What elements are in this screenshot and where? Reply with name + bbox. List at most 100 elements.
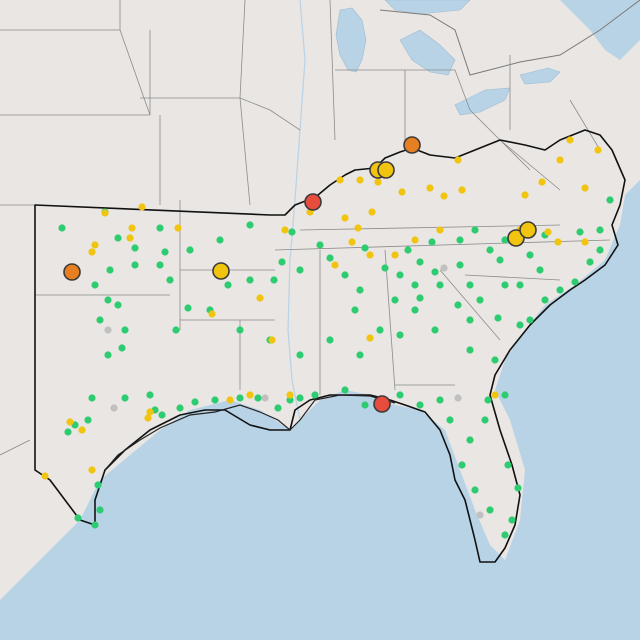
yellow-marker-north-carolina-2[interactable] — [519, 221, 537, 239]
green-station-dot[interactable] — [88, 394, 96, 402]
green-station-dot[interactable] — [131, 244, 139, 252]
yellow-station-dot[interactable] — [88, 248, 96, 256]
green-station-dot[interactable] — [504, 461, 512, 469]
yellow-station-dot[interactable] — [544, 228, 552, 236]
gray-station-dot[interactable] — [476, 511, 484, 519]
green-station-dot[interactable] — [121, 394, 129, 402]
yellow-station-dot[interactable] — [521, 191, 529, 199]
yellow-station-dot[interactable] — [440, 192, 448, 200]
yellow-marker-north-carolina-1[interactable] — [507, 229, 525, 247]
green-station-dot[interactable] — [356, 351, 364, 359]
green-station-dot[interactable] — [58, 224, 66, 232]
green-station-dot[interactable] — [471, 486, 479, 494]
green-station-dot[interactable] — [466, 436, 474, 444]
yellow-marker-kentucky-2[interactable] — [377, 161, 395, 179]
green-station-dot[interactable] — [156, 261, 164, 269]
green-station-dot[interactable] — [246, 276, 254, 284]
green-station-dot[interactable] — [606, 196, 614, 204]
green-station-dot[interactable] — [456, 261, 464, 269]
green-station-dot[interactable] — [326, 336, 334, 344]
green-station-dot[interactable] — [501, 281, 509, 289]
green-station-dot[interactable] — [158, 411, 166, 419]
yellow-station-dot[interactable] — [91, 241, 99, 249]
yellow-station-dot[interactable] — [426, 184, 434, 192]
green-station-dot[interactable] — [481, 416, 489, 424]
yellow-station-dot[interactable] — [356, 176, 364, 184]
green-station-dot[interactable] — [454, 301, 462, 309]
green-station-dot[interactable] — [496, 256, 504, 264]
yellow-marker-central-oklahoma[interactable] — [212, 262, 230, 280]
yellow-station-dot[interactable] — [348, 238, 356, 246]
yellow-station-dot[interactable] — [398, 188, 406, 196]
green-station-dot[interactable] — [191, 398, 199, 406]
green-station-dot[interactable] — [416, 401, 424, 409]
green-station-dot[interactable] — [391, 296, 399, 304]
green-station-dot[interactable] — [118, 344, 126, 352]
yellow-station-dot[interactable] — [101, 209, 109, 217]
yellow-station-dot[interactable] — [208, 310, 216, 318]
green-station-dot[interactable] — [131, 261, 139, 269]
yellow-station-dot[interactable] — [581, 184, 589, 192]
green-station-dot[interactable] — [286, 396, 294, 404]
green-station-dot[interactable] — [296, 394, 304, 402]
green-station-dot[interactable] — [416, 294, 424, 302]
green-station-dot[interactable] — [381, 264, 389, 272]
green-station-dot[interactable] — [216, 236, 224, 244]
green-station-dot[interactable] — [176, 404, 184, 412]
green-station-dot[interactable] — [224, 281, 232, 289]
green-station-dot[interactable] — [106, 266, 114, 274]
gray-station-dot[interactable] — [261, 394, 269, 402]
yellow-station-dot[interactable] — [126, 234, 134, 242]
green-station-dot[interactable] — [526, 251, 534, 259]
yellow-station-dot[interactable] — [566, 136, 574, 144]
green-station-dot[interactable] — [486, 246, 494, 254]
green-station-dot[interactable] — [246, 221, 254, 229]
green-station-dot[interactable] — [172, 326, 180, 334]
yellow-station-dot[interactable] — [554, 238, 562, 246]
green-station-dot[interactable] — [596, 246, 604, 254]
green-station-dot[interactable] — [514, 484, 522, 492]
green-station-dot[interactable] — [311, 391, 319, 399]
green-station-dot[interactable] — [396, 331, 404, 339]
green-station-dot[interactable] — [146, 391, 154, 399]
yellow-station-dot[interactable] — [538, 178, 546, 186]
green-station-dot[interactable] — [211, 396, 219, 404]
green-station-dot[interactable] — [64, 428, 72, 436]
green-station-dot[interactable] — [526, 316, 534, 324]
green-station-dot[interactable] — [404, 246, 412, 254]
green-station-dot[interactable] — [236, 326, 244, 334]
green-station-dot[interactable] — [341, 271, 349, 279]
yellow-station-dot[interactable] — [354, 224, 362, 232]
red-marker-missouri[interactable] — [304, 193, 322, 211]
green-station-dot[interactable] — [456, 236, 464, 244]
green-station-dot[interactable] — [486, 506, 494, 514]
green-station-dot[interactable] — [94, 481, 102, 489]
green-station-dot[interactable] — [576, 228, 584, 236]
yellow-station-dot[interactable] — [66, 418, 74, 426]
green-station-dot[interactable] — [484, 396, 492, 404]
green-station-dot[interactable] — [236, 394, 244, 402]
green-station-dot[interactable] — [161, 248, 169, 256]
green-station-dot[interactable] — [74, 514, 82, 522]
yellow-station-dot[interactable] — [594, 146, 602, 154]
gray-station-dot[interactable] — [110, 404, 118, 412]
green-station-dot[interactable] — [556, 286, 564, 294]
green-station-dot[interactable] — [501, 236, 509, 244]
gray-station-dot[interactable] — [104, 326, 112, 334]
green-station-dot[interactable] — [104, 351, 112, 359]
yellow-station-dot[interactable] — [366, 334, 374, 342]
green-station-dot[interactable] — [104, 296, 112, 304]
green-station-dot[interactable] — [466, 346, 474, 354]
green-station-dot[interactable] — [396, 271, 404, 279]
green-station-dot[interactable] — [361, 401, 369, 409]
yellow-station-dot[interactable] — [366, 251, 374, 259]
green-station-dot[interactable] — [254, 394, 262, 402]
yellow-station-dot[interactable] — [128, 224, 136, 232]
green-station-dot[interactable] — [96, 316, 104, 324]
yellow-station-dot[interactable] — [226, 396, 234, 404]
green-station-dot[interactable] — [436, 281, 444, 289]
yellow-station-dot[interactable] — [88, 466, 96, 474]
green-station-dot[interactable] — [596, 226, 604, 234]
yellow-station-dot[interactable] — [331, 261, 339, 269]
green-station-dot[interactable] — [416, 258, 424, 266]
